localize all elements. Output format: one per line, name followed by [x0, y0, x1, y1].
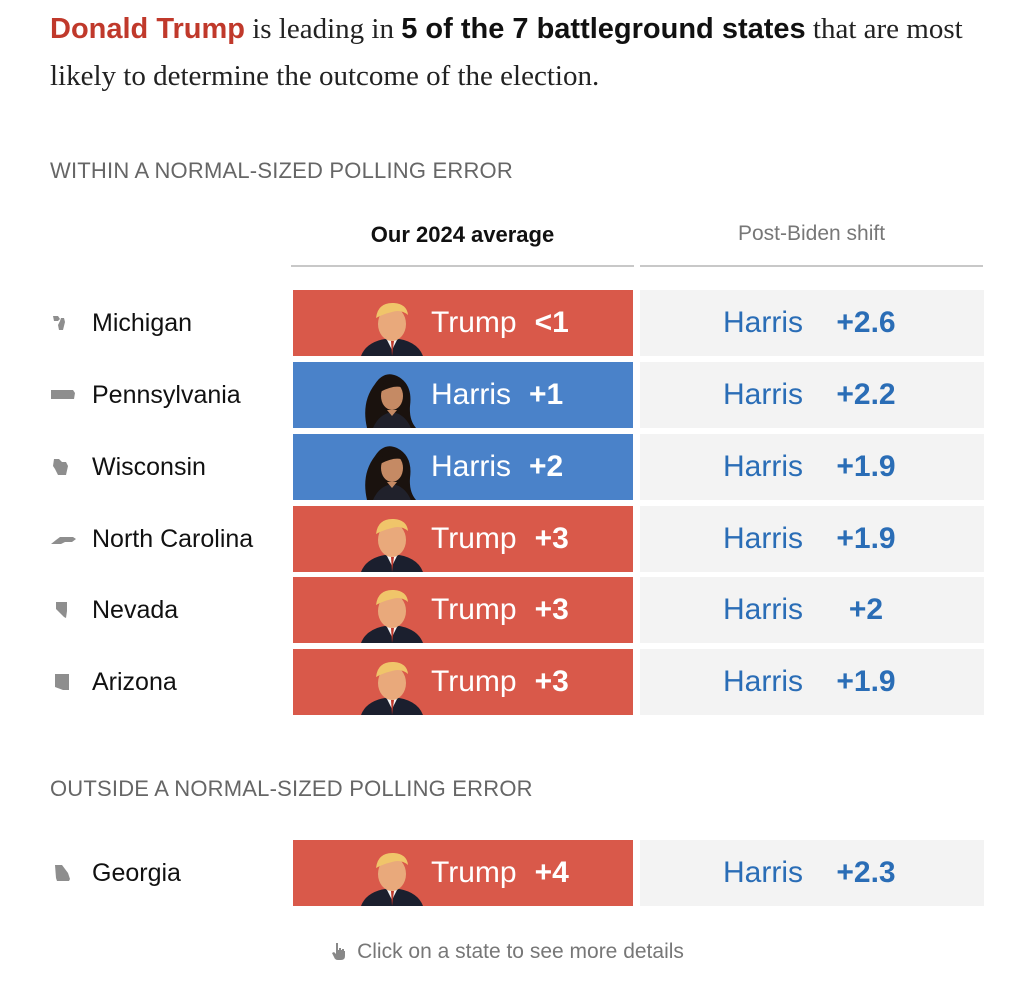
average-value: Trump <1: [431, 290, 569, 356]
shift-value: +1.9: [836, 522, 896, 555]
state-label: Pennsylvania: [50, 362, 290, 428]
trump-portrait-icon: [361, 589, 423, 643]
michigan-shape-icon: [53, 316, 65, 330]
leader-margin: +2: [529, 450, 564, 483]
leader-name: Trump: [431, 856, 517, 889]
harris-portrait-icon: [365, 374, 416, 428]
average-cell: Trump <1: [293, 290, 633, 356]
trump-portrait-icon: [361, 518, 423, 572]
leader-name: Trump: [431, 306, 517, 339]
state-name: Pennsylvania: [92, 380, 241, 409]
state-row[interactable]: Nevada Trump +3 Harris +2: [50, 577, 984, 643]
shift-cell: Harris +2.6: [640, 290, 984, 356]
shift-candidate: Harris: [723, 593, 803, 626]
column-rule-average: [291, 265, 634, 267]
shift-cell: Harris +2.2: [640, 362, 984, 428]
north-carolina-shape-icon: [51, 537, 76, 544]
shift-value: +1.9: [836, 450, 896, 483]
average-value: Harris +1: [431, 362, 563, 428]
state-row[interactable]: Michigan Trump <1 Harris +2.6: [50, 290, 984, 356]
shift-value: +2: [848, 593, 884, 626]
state-row[interactable]: Arizona Trump +3 Harris +1.9: [50, 649, 984, 715]
state-name: Michigan: [92, 308, 193, 337]
pennsylvania-shape-icon: [51, 390, 75, 399]
leader-margin: +3: [534, 593, 569, 626]
average-value: Trump +3: [431, 506, 569, 572]
shift-candidate: Harris: [723, 665, 803, 698]
georgia-shape-icon: [55, 865, 70, 881]
state-label: Wisconsin: [50, 434, 290, 500]
state-label: Arizona: [50, 649, 290, 715]
section-label-within: WITHIN A NORMAL-SIZED POLLING ERROR: [50, 158, 513, 183]
shift-candidate: Harris: [723, 378, 803, 411]
state-name: Nevada: [92, 595, 179, 624]
shift-cell: Harris +1.9: [640, 506, 984, 572]
average-value: Trump +4: [431, 840, 569, 906]
shift-cell: Harris +1.9: [640, 434, 984, 500]
leader-margin: +1: [529, 378, 564, 411]
headline: Donald Trump is leading in 5 of the 7 ba…: [50, 6, 1000, 100]
state-label: Georgia: [50, 840, 290, 906]
pointing-hand-icon: [331, 942, 347, 960]
state-label: Nevada: [50, 577, 290, 643]
trump-portrait-icon: [361, 852, 423, 906]
column-header-shift: Post-Biden shift: [737, 222, 886, 245]
state-row[interactable]: Wisconsin Harris +2 Harris +1.9: [50, 434, 984, 500]
shift-candidate: Harris: [723, 450, 803, 483]
shift-candidate: Harris: [723, 306, 803, 339]
average-value: Harris +2: [431, 434, 563, 500]
shift-candidate: Harris: [723, 522, 803, 555]
leader-name: Trump: [431, 593, 517, 626]
trump-portrait-icon: [361, 661, 423, 715]
leader-name: Trump: [431, 522, 517, 555]
shift-cell: Harris +1.9: [640, 649, 984, 715]
average-cell: Trump +3: [293, 577, 633, 643]
state-row[interactable]: Pennsylvania Harris +1 Harris +2.2: [50, 362, 984, 428]
state-label: North Carolina: [50, 506, 290, 572]
wisconsin-shape-icon: [53, 459, 68, 475]
column-rule-shift: [640, 265, 983, 267]
leader-name: Trump: [431, 665, 517, 698]
shift-cell: Harris +2.3: [640, 840, 984, 906]
average-value: Trump +3: [431, 649, 569, 715]
section-label-outside: OUTSIDE A NORMAL-SIZED POLLING ERROR: [50, 776, 533, 801]
state-row[interactable]: Georgia Trump +4 Harris +2.3: [50, 840, 984, 906]
leader-margin: +4: [534, 856, 569, 889]
state-name: Arizona: [92, 667, 177, 696]
average-cell: Harris +1: [293, 362, 633, 428]
leader-margin: +3: [534, 665, 569, 698]
state-row[interactable]: North Carolina Trump +3 Harris +1.9: [50, 506, 984, 572]
shift-cell: Harris +2: [640, 577, 984, 643]
average-cell: Harris +2: [293, 434, 633, 500]
shift-value: +1.9: [836, 665, 896, 698]
state-name: Georgia: [92, 858, 181, 887]
state-name: North Carolina: [92, 524, 254, 553]
headline-text-1: is leading in: [244, 13, 402, 45]
headline-candidate: Donald Trump: [50, 13, 245, 45]
nevada-shape-icon: [56, 602, 67, 618]
leader-name: Harris: [431, 378, 511, 411]
shift-value: +2.3: [836, 856, 896, 889]
headline-emphasis: 5 of the 7 battleground states: [401, 13, 806, 45]
average-cell: Trump +3: [293, 506, 633, 572]
trump-portrait-icon: [361, 302, 423, 356]
leader-name: Harris: [431, 450, 511, 483]
arizona-shape-icon: [55, 674, 69, 690]
shift-value: +2.2: [836, 378, 896, 411]
harris-portrait-icon: [365, 446, 416, 500]
headline-text-2: that are most likely to determine the ou…: [50, 13, 963, 92]
average-value: Trump +3: [431, 577, 569, 643]
average-cell: Trump +4: [293, 840, 633, 906]
footer-hint: Click on a state to see more details: [0, 940, 1015, 964]
state-label: Michigan: [50, 290, 290, 356]
shift-candidate: Harris: [723, 856, 803, 889]
column-header-average: Our 2024 average: [370, 222, 555, 247]
average-cell: Trump +3: [293, 649, 633, 715]
shift-value: +2.6: [836, 306, 896, 339]
leader-margin: +3: [534, 522, 569, 555]
leader-margin: <1: [534, 306, 569, 339]
state-name: Wisconsin: [92, 452, 206, 481]
footer-text: Click on a state to see more details: [357, 940, 684, 963]
